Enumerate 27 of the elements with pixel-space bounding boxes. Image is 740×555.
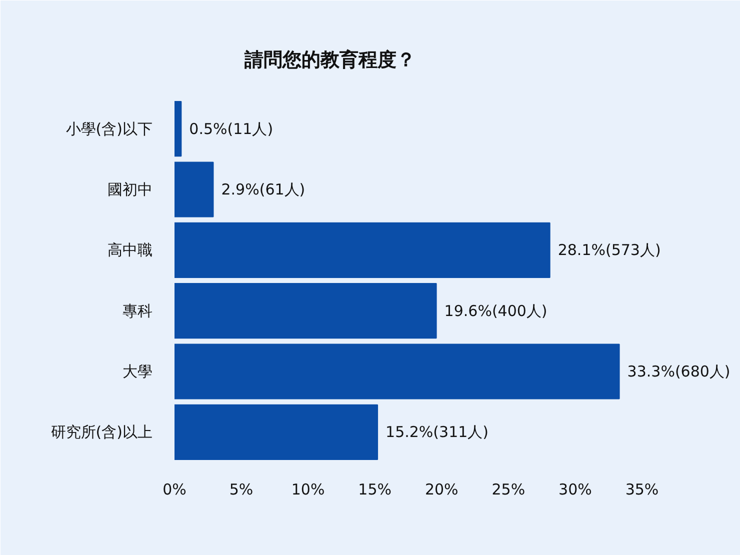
- bar: [174, 344, 620, 400]
- x-tick-label: 0%: [162, 480, 186, 498]
- x-tick-label: 15%: [358, 480, 392, 498]
- x-tick-label: 10%: [291, 480, 325, 498]
- y-tick-label: 國初中: [108, 180, 152, 198]
- data-label: 28.1%(573人): [558, 241, 661, 260]
- y-tick-label: 小學(含)以下: [66, 120, 153, 138]
- y-tick-label: 研究所(含)以上: [50, 423, 153, 442]
- bar: [174, 101, 182, 157]
- x-tick-label: 25%: [492, 480, 526, 498]
- data-label: 0.5%(11人): [189, 120, 274, 138]
- x-tick-label: 35%: [625, 480, 659, 498]
- y-tick-label: 專科: [122, 302, 152, 320]
- bar: [174, 222, 550, 278]
- data-label: 19.6%(400人): [444, 302, 548, 320]
- x-tick-label: 20%: [424, 480, 458, 498]
- bar: [174, 404, 378, 460]
- x-tick-label: 5%: [229, 480, 254, 498]
- y-tick-label: 大學: [122, 362, 152, 380]
- chart-title: 請問您的教育程度？: [244, 49, 416, 71]
- data-label: 2.9%(61人): [221, 180, 306, 198]
- data-label: 15.2%(311人): [386, 423, 489, 442]
- x-tick-label: 30%: [558, 480, 592, 498]
- data-label: 33.3%(680人): [627, 362, 730, 380]
- y-tick-label: 高中職: [108, 241, 152, 260]
- bar: [174, 162, 214, 218]
- bar: [174, 283, 437, 339]
